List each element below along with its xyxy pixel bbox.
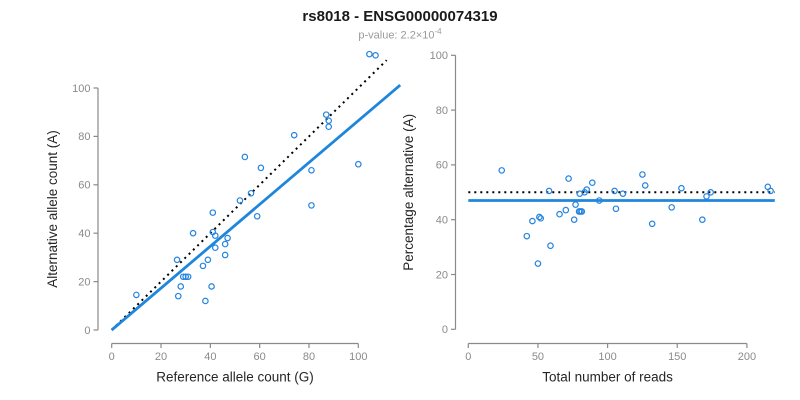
data-point xyxy=(204,256,212,264)
x-axis-title: Total number of reads xyxy=(542,370,673,385)
data-point xyxy=(224,234,231,242)
data-point xyxy=(523,232,531,240)
x-tick-label: 20 xyxy=(155,351,167,363)
data-point xyxy=(372,52,379,59)
data-point xyxy=(595,197,603,204)
data-point xyxy=(611,187,618,195)
data-point xyxy=(583,186,591,193)
data-point xyxy=(173,256,181,264)
data-point xyxy=(529,217,536,225)
data-point xyxy=(612,205,620,213)
data-point xyxy=(177,283,185,290)
figure-subtitle: p-value: 2.2×10-4 xyxy=(0,27,800,42)
data-point xyxy=(562,206,570,214)
data-point xyxy=(707,189,714,196)
data-point xyxy=(133,291,140,299)
y-tick-label: 60 xyxy=(436,160,448,172)
y-tick-label: 60 xyxy=(78,180,90,192)
data-point xyxy=(199,262,207,270)
data-point xyxy=(648,220,656,228)
regression-line xyxy=(110,84,402,332)
data-point xyxy=(325,123,333,131)
data-point xyxy=(588,179,596,187)
x-tick-label: 40 xyxy=(204,351,216,363)
data-point xyxy=(208,283,215,290)
y-tick-label: 100 xyxy=(430,50,448,62)
data-point xyxy=(325,117,333,124)
y-tick-label: 20 xyxy=(436,269,448,281)
y-tick-label: 80 xyxy=(436,105,448,117)
data-point xyxy=(174,292,182,300)
x-tick-label: 60 xyxy=(254,351,266,363)
data-point xyxy=(703,193,710,200)
y-tick-label: 0 xyxy=(84,325,90,337)
data-point xyxy=(537,215,545,222)
data-point xyxy=(257,164,265,172)
x-tick-label: 50 xyxy=(532,351,544,363)
x-tick-label: 100 xyxy=(598,351,616,363)
data-point xyxy=(247,189,255,197)
y-axis-title: Percentage alternative (A) xyxy=(401,114,416,271)
x-tick-label: 200 xyxy=(738,351,756,363)
figure-title: rs8018 - ENSG00000074319 xyxy=(302,8,498,25)
data-point xyxy=(354,160,362,168)
data-point xyxy=(241,153,249,161)
x-tick-label: 0 xyxy=(465,351,471,363)
data-point xyxy=(572,201,579,208)
x-tick-label: 100 xyxy=(349,351,367,363)
data-point xyxy=(236,197,244,204)
data-point xyxy=(366,50,373,58)
data-point xyxy=(308,202,315,209)
y-tick-label: 0 xyxy=(442,324,448,336)
data-point xyxy=(639,171,646,178)
x-tick-label: 0 xyxy=(109,351,115,363)
data-point xyxy=(547,242,554,250)
data-point xyxy=(189,229,197,237)
y-tick-label: 40 xyxy=(436,215,448,227)
data-point xyxy=(498,167,506,174)
y-tick-label: 20 xyxy=(78,276,90,288)
data-point xyxy=(570,216,578,224)
data-point xyxy=(221,240,229,248)
data-point xyxy=(767,187,774,195)
y-tick-label: 40 xyxy=(78,228,90,240)
data-point xyxy=(668,204,675,211)
data-point xyxy=(308,166,315,174)
data-point xyxy=(290,131,298,139)
data-point xyxy=(641,182,649,189)
data-point xyxy=(565,175,572,182)
x-tick-label: 80 xyxy=(303,351,315,363)
pvalue-text: p-value: 2.2×10 xyxy=(358,29,435,42)
y-axis-title: Alternative allele count (A) xyxy=(45,130,60,288)
data-point xyxy=(322,111,330,118)
data-point xyxy=(209,209,217,216)
data-point xyxy=(182,273,189,281)
data-point xyxy=(545,187,553,195)
pvalue-exponent: -4 xyxy=(434,27,442,36)
data-point xyxy=(211,244,219,252)
y-tick-label: 80 xyxy=(78,131,90,143)
data-point xyxy=(534,260,542,267)
data-point xyxy=(253,212,261,220)
data-point xyxy=(536,213,543,221)
x-axis-title: Reference allele count (G) xyxy=(156,370,314,385)
data-point xyxy=(578,208,586,215)
data-point xyxy=(184,273,192,281)
x-tick-label: 150 xyxy=(668,351,686,363)
data-point xyxy=(619,190,627,197)
data-point xyxy=(211,232,219,239)
data-point xyxy=(556,210,563,218)
data-point xyxy=(699,216,706,224)
data-point xyxy=(202,297,209,305)
data-point xyxy=(678,184,685,192)
data-point xyxy=(221,251,229,259)
y-tick-label: 100 xyxy=(72,83,90,95)
